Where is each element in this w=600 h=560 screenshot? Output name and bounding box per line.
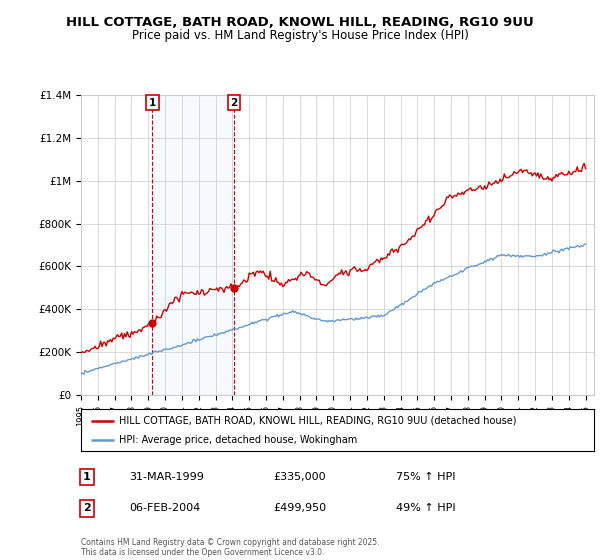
Text: 31-MAR-1999: 31-MAR-1999 [129,472,204,482]
Text: HILL COTTAGE, BATH ROAD, KNOWL HILL, READING, RG10 9UU: HILL COTTAGE, BATH ROAD, KNOWL HILL, REA… [66,16,534,29]
Text: 1: 1 [149,97,156,108]
Text: £499,950: £499,950 [273,503,326,514]
Text: 75% ↑ HPI: 75% ↑ HPI [396,472,455,482]
Text: HPI: Average price, detached house, Wokingham: HPI: Average price, detached house, Woki… [119,435,358,445]
Text: Price paid vs. HM Land Registry's House Price Index (HPI): Price paid vs. HM Land Registry's House … [131,29,469,42]
Text: Contains HM Land Registry data © Crown copyright and database right 2025.
This d: Contains HM Land Registry data © Crown c… [81,538,380,557]
Bar [152,95,234,395]
Text: 2: 2 [83,503,91,514]
Text: HILL COTTAGE, BATH ROAD, KNOWL HILL, READING, RG10 9UU (detached house): HILL COTTAGE, BATH ROAD, KNOWL HILL, REA… [119,416,517,426]
Text: 2: 2 [230,97,238,108]
Text: 49% ↑ HPI: 49% ↑ HPI [396,503,455,514]
Text: £335,000: £335,000 [273,472,326,482]
Text: 1: 1 [83,472,91,482]
Text: 06-FEB-2004: 06-FEB-2004 [129,503,200,514]
